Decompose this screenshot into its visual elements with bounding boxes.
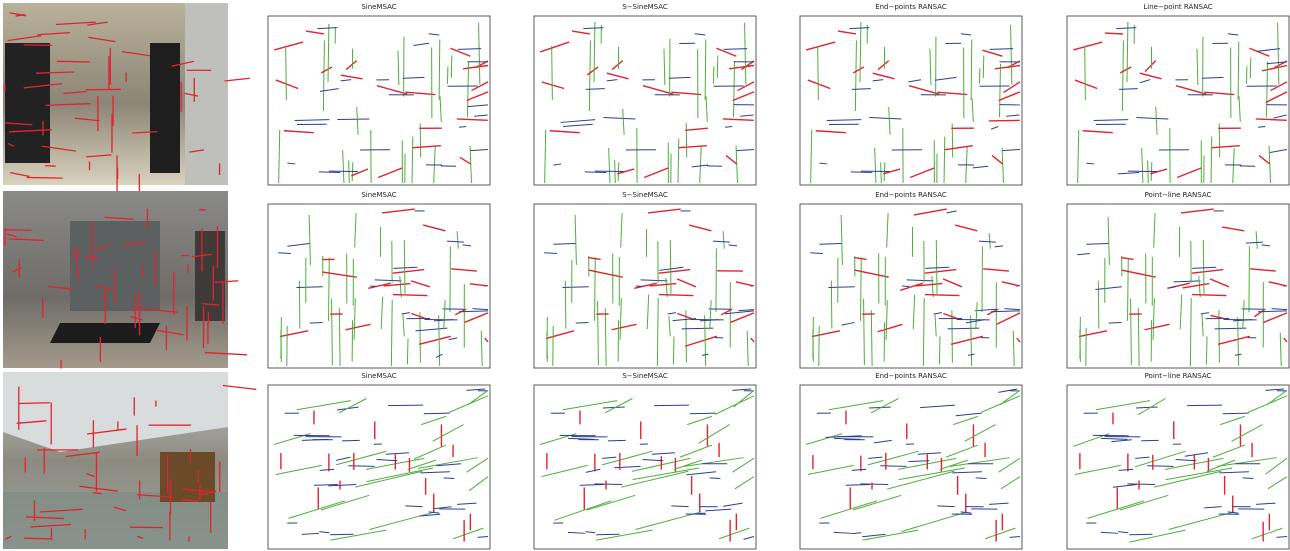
panel-title: S−SineMSAC <box>622 372 668 380</box>
panel-title: Point−line RANSAC <box>1145 191 1212 199</box>
panel-title: End−points RANSAC <box>875 372 947 380</box>
segment <box>695 513 706 514</box>
panel <box>800 16 1022 185</box>
photo-shape <box>70 221 160 311</box>
photo-shape <box>50 323 160 343</box>
panel <box>1067 204 1289 368</box>
panel-title: S−SineMSAC <box>622 191 668 199</box>
panel <box>534 385 756 549</box>
segment <box>881 162 882 183</box>
segment <box>1085 46 1086 100</box>
panel <box>1067 16 1289 185</box>
photo <box>3 3 250 215</box>
segment <box>1206 337 1207 365</box>
panel <box>534 204 756 368</box>
photo-shape <box>150 43 180 173</box>
panel-title: SineMSAC <box>361 191 396 199</box>
segment <box>1105 33 1123 34</box>
panel-title: SineMSAC <box>361 3 396 11</box>
segment <box>654 405 689 406</box>
segment <box>407 339 408 365</box>
panel <box>534 16 756 185</box>
segment <box>976 478 987 479</box>
segment <box>1243 478 1254 479</box>
segment <box>310 322 323 323</box>
panel-frame <box>268 16 490 185</box>
segment <box>705 40 706 100</box>
panel-title: End−points RANSAC <box>875 3 947 11</box>
panel-title: Point−line RANSAC <box>1145 372 1212 380</box>
panel <box>800 204 1022 368</box>
photo-segment <box>19 403 50 404</box>
segment <box>686 310 687 362</box>
panel-frame <box>800 16 1022 185</box>
segment <box>337 119 369 120</box>
segment <box>585 172 606 173</box>
photo-shape <box>195 231 225 321</box>
photo <box>3 191 247 369</box>
segment <box>319 172 340 173</box>
segment <box>983 56 984 78</box>
panel-title: SineMSAC <box>361 372 396 380</box>
panel <box>1067 385 1289 549</box>
segment <box>710 478 721 479</box>
segment <box>971 40 972 100</box>
segment <box>388 405 423 406</box>
panel-title: S−SineMSAC <box>622 3 668 11</box>
segment <box>439 40 440 100</box>
panel-title: End−points RANSAC <box>875 191 947 199</box>
panel-frame <box>534 385 756 549</box>
segment <box>818 46 819 100</box>
segment <box>880 466 906 467</box>
panel <box>268 204 490 368</box>
segment <box>989 120 1020 121</box>
panel-title: Line−point RANSAC <box>1143 3 1212 11</box>
segment <box>1187 405 1222 406</box>
photo-segment <box>24 538 52 539</box>
panel <box>268 16 490 185</box>
panel-frame <box>800 204 1022 368</box>
segment <box>717 56 718 78</box>
photo-shape <box>185 3 228 185</box>
segment <box>1127 484 1155 485</box>
segment <box>1238 42 1239 100</box>
photo-segment <box>57 61 90 62</box>
panel-frame <box>534 16 756 185</box>
segment <box>851 172 872 173</box>
segment <box>673 337 674 365</box>
segment <box>348 466 374 467</box>
photo <box>3 372 256 549</box>
photo-segment <box>225 78 250 81</box>
segment <box>659 295 693 296</box>
segment <box>1192 295 1226 296</box>
segment <box>424 413 450 414</box>
segment <box>1147 466 1173 467</box>
panel <box>800 385 1022 549</box>
segment <box>451 56 452 78</box>
segment <box>939 337 940 365</box>
segment <box>286 48 287 100</box>
panel <box>268 385 490 549</box>
segment <box>444 478 455 479</box>
photo-segment <box>45 166 56 167</box>
photo-segment <box>27 177 63 178</box>
panel-frame <box>1067 16 1289 185</box>
segment <box>552 46 553 100</box>
segment <box>1250 58 1251 78</box>
segment <box>1109 322 1122 323</box>
segment <box>420 312 421 362</box>
segment <box>1223 413 1249 414</box>
figure: SineMSAC S−SineMSAC End−points RANSAC Line−… <box>0 0 1290 551</box>
segment <box>690 413 716 414</box>
photo-segment <box>24 45 53 46</box>
segment <box>925 295 959 296</box>
segment <box>576 322 589 323</box>
segment <box>393 295 427 296</box>
